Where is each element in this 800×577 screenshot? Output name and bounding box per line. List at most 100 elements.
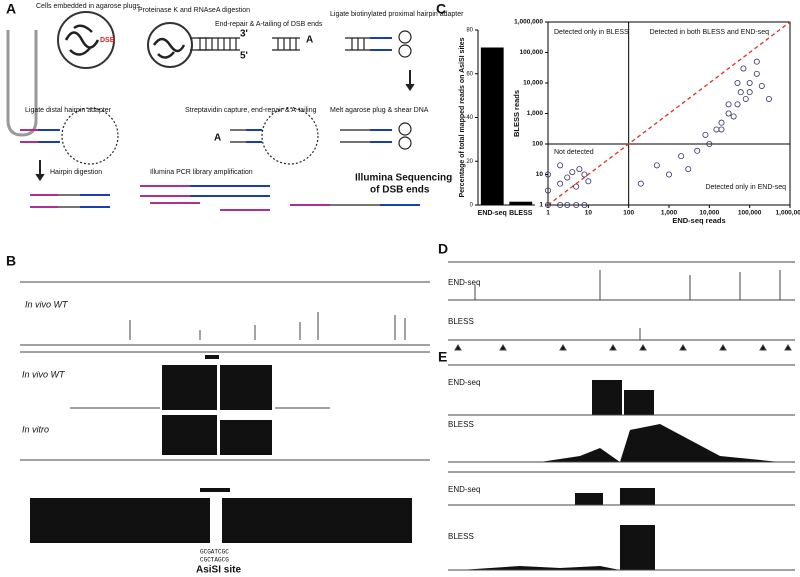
dsb-label: DSB: [100, 37, 115, 44]
point: [564, 174, 571, 181]
sequence: CGCTAGCG: [200, 557, 229, 564]
y-tick-label: 40: [466, 115, 473, 121]
track-label: BLESS: [448, 532, 474, 541]
step-label: Cells embedded in agarose plugs: [36, 3, 140, 10]
panel-label: C: [436, 1, 446, 17]
point: [725, 110, 732, 117]
y-axis-label: Percentage of total mapped reads on AsiS…: [459, 37, 466, 197]
region-label: Not detected: [554, 149, 594, 156]
a-tail: A: [306, 35, 313, 46]
point: [581, 171, 588, 178]
region-label: Detected in both BLESS and END-seq: [650, 29, 770, 36]
point: [557, 162, 564, 169]
x-tick-label: 10: [585, 210, 593, 217]
point: [569, 169, 576, 176]
track-label: BLESS: [448, 317, 474, 326]
step-label: Ligate biotinylated proximal hairpin ada…: [330, 11, 464, 18]
point: [573, 183, 580, 190]
point: [666, 171, 673, 178]
point: [725, 101, 732, 108]
step-label: Melt agarose plug & shear DNA: [330, 107, 429, 114]
point: [653, 162, 660, 169]
point: [742, 95, 749, 102]
region-label: Detected only in END-seq: [705, 184, 786, 191]
y-tick-label: 10: [536, 171, 544, 178]
a-tail: A: [214, 133, 221, 144]
y-tick-label: 100,000: [520, 49, 544, 56]
point: [765, 95, 772, 102]
x-tick-label: 1: [546, 210, 550, 217]
point: [678, 153, 685, 160]
y-tick-label: 0: [470, 203, 474, 209]
site-label: AsiSI site: [196, 565, 241, 576]
point: [573, 201, 580, 208]
point: [730, 113, 737, 120]
end-label: 3': [240, 29, 248, 40]
x-tick-label: 1,000: [661, 210, 678, 217]
x-axis-label: END-seq reads: [672, 216, 725, 225]
point: [746, 89, 753, 96]
point: [545, 187, 552, 194]
schematic: [6, 11, 420, 211]
point: [753, 70, 760, 77]
bar: [480, 47, 504, 205]
x-tick-label: 100: [623, 210, 634, 217]
panel-label: A: [6, 1, 16, 17]
y-tick-label: 1,000: [527, 110, 544, 117]
point: [557, 180, 564, 187]
point: [694, 147, 701, 154]
step-label: Illumina PCR library amplification: [150, 169, 253, 176]
point: [637, 180, 644, 187]
track-label: In vivo WT: [25, 299, 69, 309]
y-tick-label: 60: [466, 71, 473, 77]
y-tick-label: 1: [539, 202, 543, 209]
step-label: Streptavidin capture, end-repair & A-tai…: [185, 107, 317, 114]
y-tick-label: 1,000,000: [514, 19, 543, 26]
point: [545, 201, 552, 208]
track-label: BLESS: [448, 420, 474, 429]
point: [734, 80, 741, 87]
track-label: In vitro: [22, 424, 49, 434]
point: [685, 166, 692, 173]
point: [753, 58, 760, 65]
point: [581, 201, 588, 208]
track-label: In vivo WT: [22, 369, 66, 379]
x-tick-label: BLESS: [509, 210, 533, 217]
point: [706, 140, 713, 147]
sequence: GCGATCGC: [200, 549, 229, 556]
panel-label: E: [438, 349, 447, 365]
point: [737, 89, 744, 96]
point: [557, 201, 564, 208]
point: [718, 126, 725, 133]
point: [585, 178, 592, 185]
step-label: End-repair & A-tailing of DSB ends: [215, 21, 323, 28]
end-label: 5': [240, 51, 248, 62]
point: [740, 65, 747, 72]
point: [746, 80, 753, 87]
y-tick-label: 100: [532, 141, 543, 148]
x-tick-label: END-seq: [478, 210, 507, 217]
point: [713, 126, 720, 133]
y-tick-label: 10,000: [523, 80, 543, 87]
genome-tracks: [20, 281, 430, 543]
y-axis-label: BLESS reads: [512, 90, 521, 137]
genome-tracks: [448, 364, 795, 571]
y-tick-label: 20: [466, 159, 473, 165]
region-label: Detected only in BLESS: [554, 29, 629, 36]
y-tick-label: 80: [466, 28, 473, 34]
step-label: Proteinase K and RNAseA digestion: [138, 7, 250, 14]
step-label: Ligate distal hairpin adapter: [25, 107, 112, 114]
x-tick-label: 100,000: [738, 210, 762, 217]
genome-tracks: [448, 261, 795, 351]
x-tick-label: 1,000,000: [776, 210, 800, 217]
panel-label: D: [438, 241, 448, 257]
step-label: Hairpin digestion: [50, 169, 102, 176]
x-tick-label: 10,000: [699, 210, 719, 217]
panel-label: B: [6, 253, 16, 269]
track-label: END-seq: [448, 378, 480, 387]
track-label: END-seq: [448, 485, 480, 494]
bar: [509, 201, 533, 205]
point: [564, 201, 571, 208]
point: [718, 119, 725, 126]
